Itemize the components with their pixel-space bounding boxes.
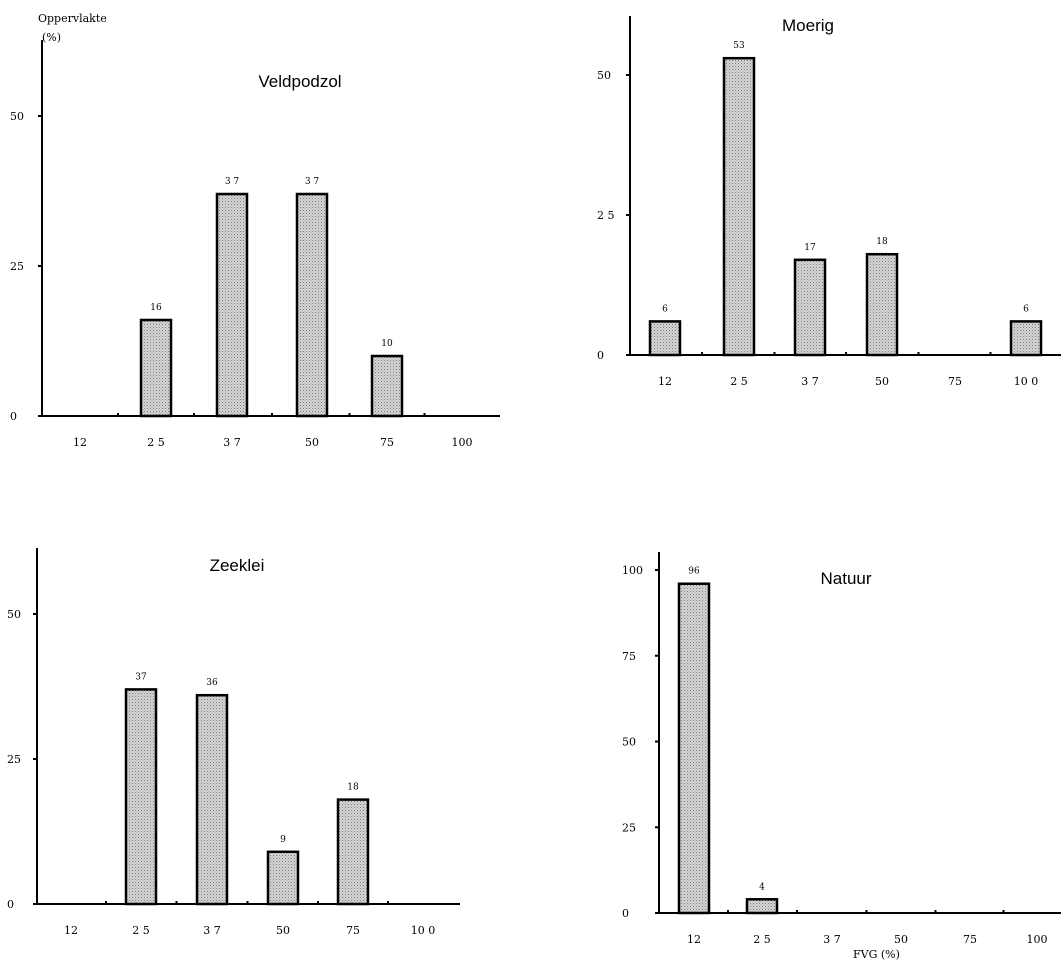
bar-25 — [139, 318, 173, 418]
y-tick-label: 0 — [7, 898, 14, 911]
data-label: 37 — [135, 672, 147, 682]
x-tick-label: 12 — [687, 933, 701, 946]
data-label: 96 — [688, 567, 700, 577]
x-tick-label: 2 5 — [132, 924, 150, 937]
bar-12 — [677, 582, 711, 915]
y-tick-label: 50 — [622, 736, 636, 749]
chart-panel-natuur: Natuur 0 25 50 75 100 96 12 4 2 5 3 7 50 75 100 — [622, 552, 1061, 946]
bar-75 — [336, 798, 370, 906]
y-tick-label: 75 — [622, 650, 636, 663]
y-tick-label: 50 — [7, 608, 21, 621]
x-tick-label: 3 7 — [823, 933, 841, 946]
data-label: 53 — [733, 41, 745, 51]
bar-25 — [745, 898, 779, 915]
x-tick-label: 2 5 — [730, 375, 748, 388]
bar-75 — [370, 354, 404, 418]
x-tick-label: 12 — [64, 924, 78, 937]
x-tick-label: 75 — [380, 436, 394, 449]
y-tick-label: 25 — [7, 753, 21, 766]
chart-title: Zeeklei — [210, 556, 265, 575]
bar-25 — [722, 56, 756, 357]
data-label: 6 — [662, 304, 668, 314]
x-tick-label: 10 0 — [411, 924, 436, 937]
data-label: 18 — [347, 783, 359, 793]
x-tick-label: 50 — [875, 375, 889, 388]
bar-37 — [195, 693, 229, 906]
data-label: 6 — [1023, 304, 1029, 314]
y-tick-label: 50 — [597, 69, 611, 82]
bar-12 — [648, 320, 682, 357]
x-tick-label: 3 7 — [203, 924, 221, 937]
x-tick-label: 75 — [346, 924, 360, 937]
y-tick-label: 25 — [622, 821, 636, 834]
x-tick-label: 2 5 — [753, 933, 771, 946]
chart-panel-veldpodzol: Veldpodzol 0 25 50 12 16 2 5 3 7 3 7 3 7 50 10 75 100 — [10, 40, 500, 449]
x-tick-label: 100 — [452, 436, 473, 449]
x-tick-label: 100 — [1027, 933, 1048, 946]
x-tick-label: 3 7 — [223, 436, 241, 449]
x-unit-label: FVG (%) — [853, 948, 900, 961]
y-tick-label: 0 — [597, 349, 604, 362]
bar-37 — [793, 258, 827, 357]
x-tick-label: 12 — [658, 375, 672, 388]
x-tick-label: 2 5 — [147, 436, 165, 449]
chart-title: Veldpodzol — [258, 72, 341, 91]
y-tick-label: 2 5 — [597, 209, 615, 222]
bar-50 — [865, 252, 899, 357]
bar-100 — [1009, 320, 1043, 357]
bar-50 — [266, 850, 300, 906]
data-label: 16 — [150, 303, 162, 313]
data-label: 3 7 — [305, 177, 320, 187]
chart-panel-zeeklei: Zeeklei 0 25 50 12 37 2 5 36 3 7 9 50 18 75 10 0 — [7, 548, 460, 937]
chart-title: Moerig — [782, 16, 834, 35]
x-tick-label: 12 — [73, 436, 87, 449]
bar-25 — [124, 688, 158, 906]
data-label: 4 — [759, 882, 765, 892]
data-label: 36 — [206, 678, 218, 688]
data-label: 3 7 — [225, 177, 240, 187]
data-label: 10 — [381, 339, 393, 349]
x-tick-label: 10 0 — [1014, 375, 1039, 388]
x-tick-label: 75 — [948, 375, 962, 388]
chart-title: Natuur — [820, 569, 871, 588]
y-tick-label: 50 — [10, 110, 24, 123]
y-tick-label: 25 — [10, 260, 24, 273]
y-unit-label: Oppervlakte (%) — [38, 12, 110, 44]
y-tick-label: 0 — [622, 907, 629, 920]
x-tick-label: 75 — [963, 933, 977, 946]
bar-50 — [295, 192, 329, 418]
data-label: 9 — [280, 835, 286, 845]
x-tick-label: 50 — [276, 924, 290, 937]
x-tick-label: 50 — [894, 933, 908, 946]
y-tick-label: 0 — [10, 410, 17, 423]
x-tick-label: 50 — [305, 436, 319, 449]
bar-37 — [215, 192, 249, 418]
data-label: 18 — [876, 237, 888, 247]
y-tick-label: 100 — [622, 564, 643, 577]
x-tick-label: 3 7 — [801, 375, 819, 388]
data-label: 17 — [804, 243, 816, 253]
